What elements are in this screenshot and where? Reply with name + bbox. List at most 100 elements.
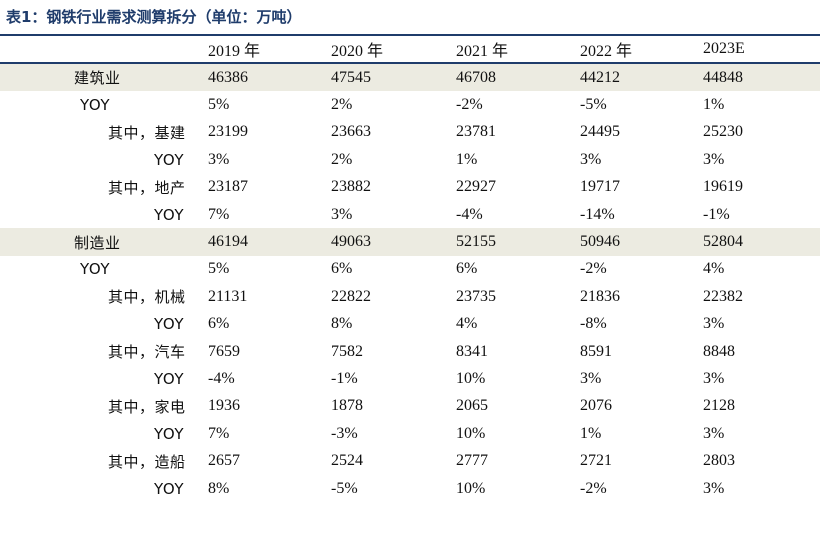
table-cell: 23187 (208, 178, 248, 196)
table-cell: 46708 (456, 63, 580, 92)
table-cell: 23781 (456, 123, 496, 141)
table-cell: -5% (331, 479, 358, 497)
row-label: YOY (154, 424, 184, 443)
table-cell: 49063 (331, 228, 456, 256)
row-label: 其中，造船 (108, 452, 186, 471)
table-cell: 2065 (456, 397, 488, 415)
table-row: 制造业 46194 49063 52155 50946 52804 (0, 228, 820, 256)
table-cell: 21131 (208, 287, 248, 305)
table-cell: 2% (331, 96, 353, 114)
table-cell: 6% (208, 315, 230, 333)
table-cell: 8% (208, 479, 230, 497)
steel-demand-table: 2019 年 2020 年 2021 年 2022 年 2023E 建筑业 463… (0, 36, 820, 502)
table-cell: 3% (580, 369, 602, 387)
table-cell: 1% (580, 424, 602, 442)
table-cell: 10% (456, 424, 486, 442)
table-cell: 1% (456, 150, 478, 168)
table-row: YOY 7% -3% 10% 1% 3% (0, 420, 820, 447)
table-row: YOY 5% 2% -2% -5% 1% (0, 91, 820, 118)
top-rule (0, 34, 820, 36)
table-row: 其中，造船 2657 2524 2777 2721 2803 (0, 447, 820, 474)
table-cell: 44212 (580, 63, 703, 92)
table-cell: -1% (703, 205, 730, 223)
table-cell: 3% (580, 150, 602, 168)
table-cell: -4% (456, 205, 483, 223)
table-cell: 47545 (331, 63, 456, 92)
table-cell: -1% (331, 369, 358, 387)
table-cell: 5% (208, 260, 230, 278)
table-cell: 10% (456, 369, 486, 387)
header-cell-2021: 2021 年 (456, 43, 509, 60)
row-label: 其中，家电 (108, 397, 186, 416)
table-body: 建筑业 46386 47545 46708 44212 44848 YOY 5% 2% -2% -5… (0, 63, 820, 502)
table-row: 其中，机械 21131 22822 23735 21836 22382 (0, 283, 820, 310)
table-cell: 23199 (208, 123, 248, 141)
table-row: 建筑业 46386 47545 46708 44212 44848 (0, 63, 820, 92)
row-label: 其中，汽车 (108, 343, 186, 362)
table-cell: -2% (456, 96, 483, 114)
table-cell: 5% (208, 96, 230, 114)
table-cell: 6% (456, 260, 478, 278)
header-cell-2023e: 2023E (703, 40, 745, 57)
table-cell: 7659 (208, 342, 240, 360)
table-cell: 21836 (580, 287, 620, 305)
table-cell: -8% (580, 315, 607, 333)
table-cell: 8591 (580, 342, 612, 360)
table-cell: 2128 (703, 397, 735, 415)
table-cell: 23882 (331, 178, 371, 196)
row-label: YOY (154, 479, 184, 498)
table-cell: 4% (456, 315, 478, 333)
table-cell: 3% (703, 369, 725, 387)
table-cell: 19619 (703, 178, 743, 196)
row-label: 建筑业 (0, 63, 208, 92)
table-row: YOY 3% 2% 1% 3% 3% (0, 146, 820, 173)
row-label: 其中，机械 (108, 288, 186, 307)
table-cell: 50946 (580, 228, 703, 256)
table-cell: 2657 (208, 452, 240, 470)
table-cell: 10% (456, 479, 486, 497)
table-cell: 22382 (703, 287, 743, 305)
row-label: 其中，地产 (108, 178, 186, 197)
row-label: YOY (154, 369, 184, 388)
table-cell: 2524 (331, 452, 363, 470)
table-cell: 7582 (331, 342, 363, 360)
header-cell-label (0, 36, 208, 63)
table-title: 表1：钢铁行业需求测算拆分（单位：万吨） (6, 8, 302, 26)
table-cell: 46386 (208, 63, 331, 92)
header-row: 2019 年 2020 年 2021 年 2022 年 2023E (0, 36, 820, 63)
table-cell: 3% (703, 315, 725, 333)
table-cell: 52155 (456, 228, 580, 256)
table-row: 其中，地产 23187 23882 22927 19717 19619 (0, 174, 820, 201)
table-cell: 23735 (456, 287, 496, 305)
table-cell: 4% (703, 260, 725, 278)
table-cell: 2803 (703, 452, 735, 470)
table-cell: 1878 (331, 397, 363, 415)
table-cell: 1936 (208, 397, 240, 415)
row-label: YOY (154, 150, 184, 169)
table-cell: 3% (703, 150, 725, 168)
header-cell-2019: 2019 年 (208, 43, 261, 60)
table-cell: -14% (580, 205, 615, 223)
table-cell: 8848 (703, 342, 735, 360)
table-cell: 24495 (580, 123, 620, 141)
table-cell: 7% (208, 424, 230, 442)
table-row: 其中，家电 1936 1878 2065 2076 2128 (0, 393, 820, 420)
table-cell: 22822 (331, 287, 371, 305)
row-label: YOY (80, 260, 110, 279)
row-label: YOY (154, 315, 184, 334)
table-cell: 19717 (580, 178, 620, 196)
table-cell: 8341 (456, 342, 488, 360)
table-cell: 2076 (580, 397, 612, 415)
table-cell: 2777 (456, 452, 488, 470)
row-label: 其中，基建 (108, 123, 186, 142)
table-cell: -4% (208, 369, 235, 387)
table-cell: -2% (580, 260, 607, 278)
table-cell: 44848 (703, 63, 820, 92)
table-row: YOY 8% -5% 10% -2% 3% (0, 475, 820, 502)
table-row: YOY 6% 8% 4% -8% 3% (0, 311, 820, 338)
table-cell: 2% (331, 150, 353, 168)
table-cell: 7% (208, 205, 230, 223)
header-cell-2022: 2022 年 (580, 43, 633, 60)
table-cell: 25230 (703, 123, 743, 141)
table-row: YOY 7% 3% -4% -14% -1% (0, 201, 820, 228)
